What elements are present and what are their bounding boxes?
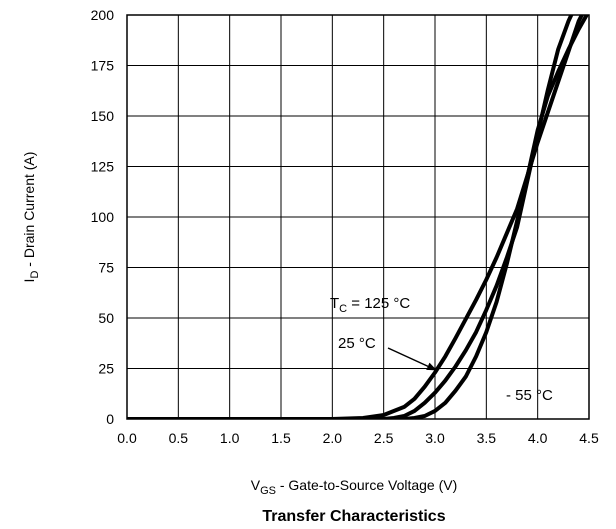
y-axis-title-rest: - Drain Current (A): [21, 152, 37, 271]
y-tick-label: 125: [91, 159, 115, 175]
annotation-tc125-prefix: T: [330, 295, 339, 312]
y-axis-title: ID - Drain Current (A): [21, 152, 41, 283]
x-axis-title-rest: - Gate-to-Source Voltage (V): [276, 477, 457, 493]
y-tick-label: 100: [91, 209, 115, 225]
x-tick-label: 3.0: [425, 430, 445, 446]
x-tick-label: 1.0: [220, 430, 240, 446]
y-tick-label: 0: [106, 411, 114, 427]
y-tick-labels: 0 25 50 75 100 125 150 175 200: [91, 7, 115, 427]
series-line-2: [127, 15, 589, 419]
x-tick-label: 0.0: [117, 430, 137, 446]
y-tick-label: 25: [98, 361, 114, 377]
annotation-tc125-suffix: = 125 °C: [347, 295, 410, 312]
x-tick-label: 4.5: [579, 430, 599, 446]
y-tick-label: 175: [91, 58, 115, 74]
x-tick-label: 2.0: [323, 430, 343, 446]
y-tick-label: 75: [98, 260, 114, 276]
x-tick-label: 3.5: [477, 430, 497, 446]
annotation-tc125: TC = 125 °C: [330, 295, 410, 315]
y-tick-label: 50: [98, 310, 114, 326]
x-axis-title-sub: GS: [260, 485, 276, 497]
series-curves: [127, 15, 589, 419]
x-tick-label: 0.5: [169, 430, 189, 446]
annotation-25c: 25 °C: [338, 335, 376, 352]
series-line-1: [127, 15, 574, 419]
x-tick-label: 2.5: [374, 430, 394, 446]
y-axis-title-main: I: [21, 279, 37, 283]
x-tick-label: 4.0: [528, 430, 548, 446]
annotation-tc125-sub: C: [339, 303, 347, 315]
y-axis-title-sub: D: [29, 271, 41, 279]
chart-title: Transfer Characteristics: [262, 508, 445, 525]
x-tick-labels: 0.0 0.5 1.0 1.5 2.0 2.5 3.0 3.5 4.0 4.5: [117, 430, 599, 446]
annotation-25c-arrow: [387, 347, 437, 371]
x-axis-title-main: V: [251, 477, 261, 493]
series-line-0: [127, 15, 585, 419]
x-axis-title: VGS - Gate-to-Source Voltage (V): [251, 477, 458, 497]
y-tick-label: 200: [91, 7, 115, 23]
y-tick-label: 150: [91, 108, 115, 124]
x-tick-label: 1.5: [271, 430, 291, 446]
annotation-minus55c: - 55 °C: [506, 387, 553, 404]
